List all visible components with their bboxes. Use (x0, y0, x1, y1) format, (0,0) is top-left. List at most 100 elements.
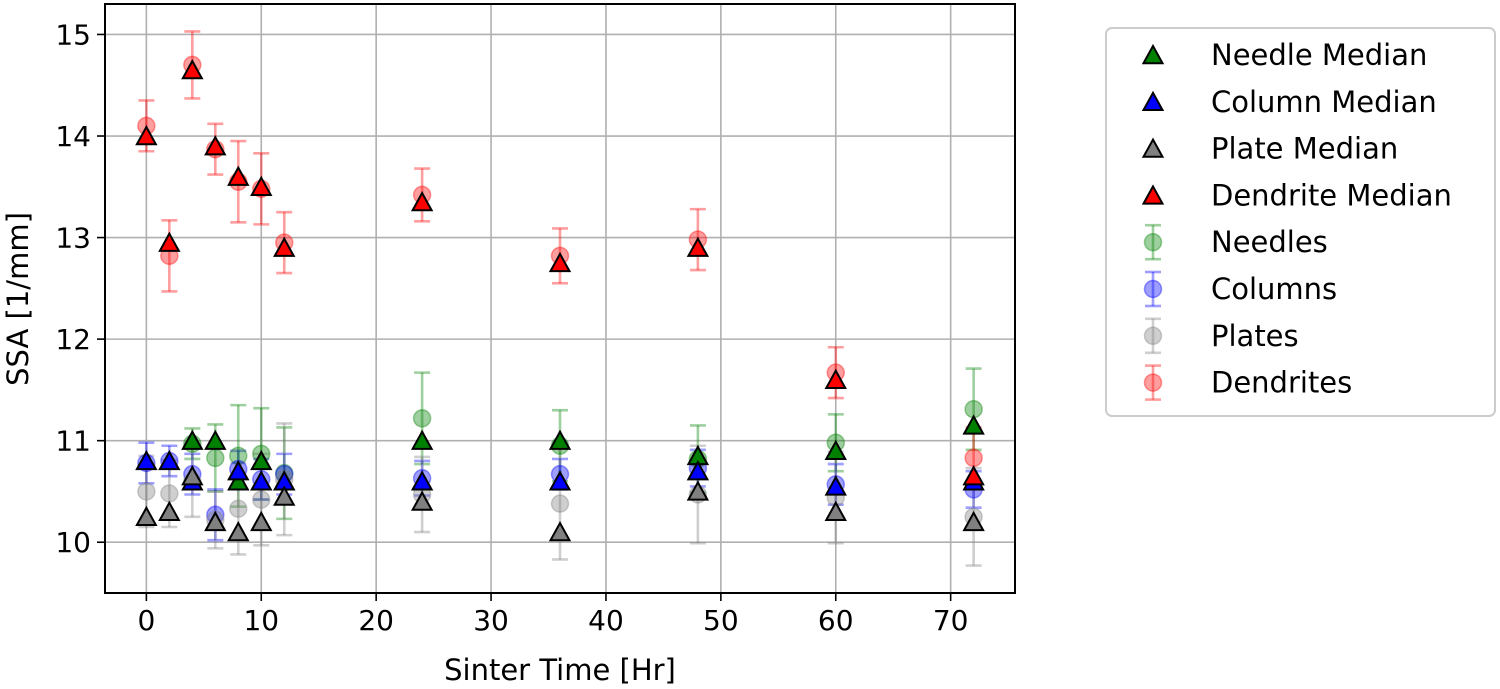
y-tick-label: 13 (55, 222, 91, 255)
legend-marker-columns (1143, 279, 1163, 299)
column-median-point (158, 449, 181, 471)
legend-item-plate-median: Plate Median (1141, 132, 1398, 166)
x-tick-label: 40 (588, 604, 624, 637)
x-tick-label: 10 (243, 604, 279, 637)
legend-label-needle-median: Needle Median (1211, 38, 1427, 72)
legend-marker-needle-median (1141, 43, 1165, 65)
legend-label-plate-median: Plate Median (1211, 132, 1398, 166)
plate-median-point (227, 521, 250, 542)
dendrite-median-point (686, 236, 710, 257)
legend-item-column-median: Column Median (1141, 85, 1437, 119)
plates-point (160, 484, 179, 503)
plates-point (137, 482, 156, 501)
column-median-point (824, 475, 847, 496)
x-tick-label: 30 (473, 604, 509, 637)
needles-point (412, 409, 432, 428)
y-tick-label: 11 (55, 425, 91, 458)
legend-label-needles: Needles (1211, 225, 1328, 259)
x-tick-label: 60 (818, 604, 854, 637)
dendrite-median-point (158, 231, 181, 252)
dendrite-median-point (962, 465, 985, 486)
column-median-point (250, 470, 273, 491)
legend-item-needle-median: Needle Median (1141, 38, 1427, 72)
plate-median-point (548, 521, 572, 542)
legend-marker-dendrite-median (1141, 184, 1165, 205)
plate-median-point (204, 510, 227, 532)
legend: Needle Median Column Median Plate Median De… (1141, 38, 1452, 401)
dendrite-median-point (181, 58, 204, 80)
legend-label-column-median: Column Median (1211, 85, 1437, 119)
y-tick-label: 12 (55, 323, 91, 356)
legend-label-dendrites: Dendrites (1211, 366, 1352, 400)
legend-label-dendrite-median: Dendrite Median (1211, 178, 1452, 212)
legend-marker-plate-median (1141, 137, 1165, 158)
plate-median-point (135, 505, 158, 527)
plot-frame (104, 3, 1016, 594)
legend-label-columns: Columns (1211, 272, 1337, 306)
x-tick-label: 50 (703, 604, 739, 637)
legend-item-plates: Plates (1143, 317, 1299, 355)
plate-median-point (686, 480, 710, 501)
legend-errorbar-needles (1145, 223, 1161, 261)
legend-marker-plates (1143, 326, 1163, 346)
plate-median-point (824, 500, 847, 521)
legend-item-needles: Needles (1143, 223, 1328, 261)
legend-box (1105, 27, 1496, 417)
legend-marker-dendrites (1143, 373, 1163, 392)
plate-median-point (181, 465, 204, 486)
x-tick-label: 0 (137, 604, 155, 637)
dendrite-median-point (824, 368, 847, 389)
dendrite-median-point (273, 236, 296, 257)
legend-errorbar-dendrites (1145, 364, 1161, 401)
dendrite-median-point (410, 190, 434, 212)
dendrite-median-point (548, 251, 572, 273)
legend-item-columns: Columns (1143, 270, 1337, 308)
legend-errorbar-plates (1145, 317, 1161, 355)
column-median-point (410, 470, 434, 491)
needles-point (206, 448, 225, 468)
legend-marker-needles (1143, 232, 1163, 252)
x-axis-label: Sinter Time [Hr] (444, 653, 676, 687)
plate-median-point (962, 510, 985, 532)
y-axis-label: SSA [1/mm] (1, 212, 35, 386)
x-tick-label: 70 (933, 604, 969, 637)
legend-item-dendrites: Dendrites (1143, 364, 1352, 401)
plate-median-point (273, 485, 296, 506)
plates-point (550, 494, 570, 513)
grid (105, 4, 1015, 593)
plate-median-point (410, 490, 434, 511)
needle-median-point (410, 429, 434, 450)
x-tick-label: 20 (358, 604, 394, 637)
plate-median-point (158, 500, 181, 521)
dendrite-median-point (227, 165, 250, 186)
axis-ticks: 0 10 20 30 40 50 60 70 10 11 12 13 14 15 (55, 18, 968, 637)
legend-errorbar-columns (1145, 270, 1161, 308)
legend-marker-column-median (1141, 90, 1165, 111)
dendrite-median-point (250, 175, 273, 196)
needle-median-point (824, 439, 847, 461)
needle-median-point (962, 414, 985, 435)
column-median-point (548, 470, 572, 491)
column-median-point (686, 460, 710, 481)
y-tick-label: 10 (55, 526, 91, 559)
dendrite-median-point (204, 135, 227, 156)
needle-median-point (548, 429, 572, 450)
column-median-point (135, 449, 158, 471)
legend-label-plates: Plates (1211, 319, 1299, 353)
needle-median-point (204, 429, 227, 450)
legend-item-dendrite-median: Dendrite Median (1141, 178, 1452, 212)
plates-point (229, 499, 248, 518)
column-median-point (227, 460, 250, 481)
dendrites-point (964, 448, 983, 468)
needles-error-bar (965, 367, 982, 452)
needle-median-point (250, 449, 273, 471)
needle-median-point (227, 470, 250, 491)
dendrite-median-point (135, 124, 158, 146)
needle-median-point (181, 429, 204, 450)
plate-median-point (250, 510, 273, 532)
y-tick-label: 15 (55, 18, 91, 51)
median-markers (135, 58, 985, 542)
plates-point (252, 490, 271, 509)
y-tick-label: 14 (55, 120, 91, 153)
